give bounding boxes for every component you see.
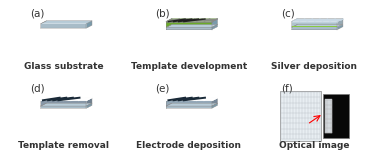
- Text: Silver deposition: Silver deposition: [271, 62, 358, 71]
- Text: Glass substrate: Glass substrate: [24, 62, 103, 71]
- Text: Template removal: Template removal: [18, 141, 109, 150]
- Polygon shape: [41, 103, 92, 106]
- Polygon shape: [166, 103, 217, 106]
- Polygon shape: [166, 22, 212, 27]
- Polygon shape: [86, 21, 92, 28]
- Polygon shape: [212, 24, 217, 30]
- Polygon shape: [86, 97, 92, 106]
- Polygon shape: [337, 19, 343, 27]
- Polygon shape: [41, 100, 86, 106]
- Bar: [280, 91, 321, 141]
- Polygon shape: [292, 19, 343, 22]
- Text: Template development: Template development: [131, 62, 247, 71]
- Polygon shape: [166, 24, 217, 27]
- Text: (e): (e): [155, 83, 170, 93]
- Polygon shape: [166, 27, 212, 30]
- Text: Optical image: Optical image: [279, 141, 350, 150]
- Polygon shape: [166, 19, 217, 22]
- Polygon shape: [337, 24, 343, 30]
- Polygon shape: [41, 97, 92, 100]
- Text: (a): (a): [30, 8, 44, 18]
- Text: (f): (f): [280, 83, 293, 93]
- Polygon shape: [41, 21, 92, 24]
- Polygon shape: [292, 22, 337, 27]
- Polygon shape: [212, 19, 217, 27]
- Polygon shape: [212, 103, 217, 108]
- Bar: [323, 94, 349, 138]
- Text: (d): (d): [30, 83, 44, 93]
- Polygon shape: [86, 103, 92, 108]
- Polygon shape: [41, 24, 86, 28]
- Polygon shape: [166, 100, 212, 106]
- Polygon shape: [212, 97, 217, 106]
- Bar: [325, 99, 332, 133]
- Polygon shape: [292, 26, 337, 27]
- Polygon shape: [166, 97, 217, 100]
- Polygon shape: [166, 106, 212, 108]
- Polygon shape: [292, 24, 343, 27]
- Text: (b): (b): [155, 8, 170, 18]
- Text: (c): (c): [280, 8, 294, 18]
- Text: Electrode deposition: Electrode deposition: [136, 141, 242, 150]
- Polygon shape: [292, 27, 337, 30]
- Polygon shape: [41, 106, 86, 108]
